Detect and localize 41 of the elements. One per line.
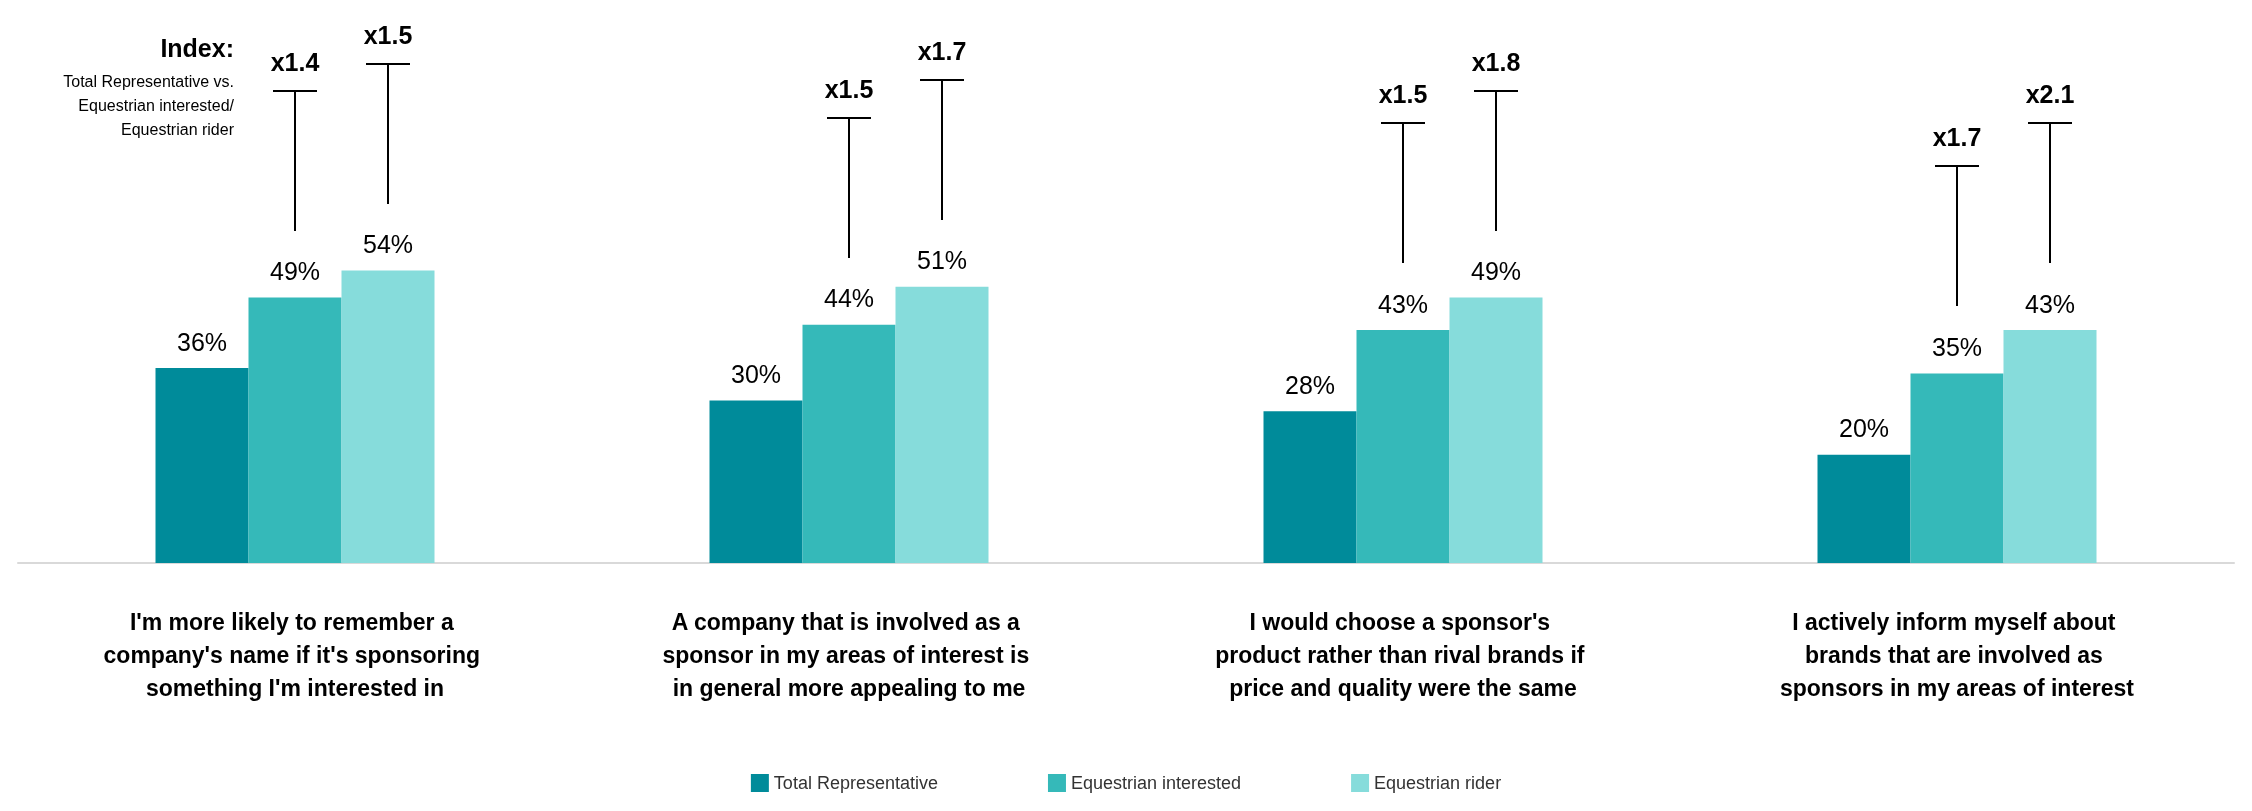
x-tick-label: I would choose a sponsor's product rather than rival brands if price and quality were the same <box>1215 608 1591 701</box>
legend-label: Total Representative <box>773 773 938 793</box>
bar <box>341 270 435 563</box>
bar <box>895 286 989 563</box>
text: Total Representative vs. Equestrian interested/ Equestrian rider <box>62 72 234 140</box>
bar <box>802 324 896 563</box>
bar <box>1817 454 1911 563</box>
data-label: 44% <box>823 284 875 313</box>
bar <box>1910 373 2004 563</box>
text: x2.1 <box>2024 80 2076 110</box>
data-label: 35% <box>1931 332 1983 361</box>
bar <box>248 297 342 563</box>
data-label: 20% <box>1838 414 1890 443</box>
data-label: 51% <box>916 246 968 275</box>
bar <box>1263 411 1357 563</box>
legend-label: Equestrian interested <box>1070 773 1242 793</box>
text: x1.8 <box>1470 47 1522 77</box>
data-label: 43% <box>2024 289 2076 318</box>
text: x1.7 <box>1931 123 1983 153</box>
data-label: 30% <box>730 360 782 388</box>
text: Index: <box>159 34 234 63</box>
data-label: 49% <box>1470 257 1522 286</box>
text: x1.4 <box>269 47 321 77</box>
data-label: 28% <box>1284 370 1336 399</box>
data-label: 36% <box>176 327 228 356</box>
text: x1.5 <box>1377 80 1429 110</box>
text: x1.5 <box>823 74 875 104</box>
data-label: 43% <box>1377 289 1429 318</box>
bar <box>2003 330 2097 563</box>
data-label: 49% <box>269 257 321 286</box>
bar <box>1449 297 1543 563</box>
x-tick-label: I actively inform myself about brands that are involved as sponsors in my areas of interest <box>1779 608 2135 701</box>
text: x1.7 <box>916 36 968 66</box>
text: x1.5 <box>362 20 414 50</box>
data-label: 54% <box>362 230 414 258</box>
x-tick-label: I'm more likely to remember a company's name if it's sponsoring something I'm interested in <box>103 608 487 701</box>
legend-label: Equestrian rider <box>1374 773 1502 793</box>
bar <box>1356 330 1450 563</box>
x-tick-label: A company that is involved as a sponsor in my areas of interest is in general more appealing to me <box>662 608 1036 701</box>
bar <box>709 400 803 563</box>
bar <box>155 368 249 563</box>
